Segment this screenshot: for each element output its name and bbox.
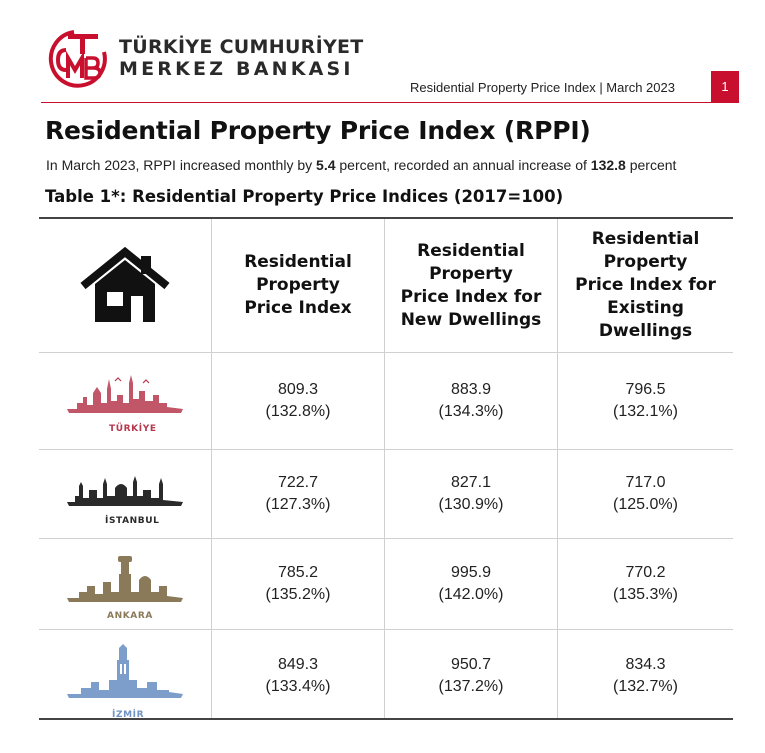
column-header-rppi: Residential Property Price Index xyxy=(244,252,352,318)
izmir-skyline-icon xyxy=(67,644,183,698)
annual-change-value: 132.8 xyxy=(590,157,626,173)
house-icon-cell xyxy=(39,219,211,352)
column-header-existing-dwellings: Residential Property Price Index for Existi… xyxy=(575,229,716,341)
city-logo-ankara: ANKARA xyxy=(39,539,211,629)
value-cell: 809.3 (132.8%) xyxy=(265,381,331,420)
city-label-turkiye: TÜRKİYE xyxy=(109,424,157,434)
column-header-new-dwellings: Residential Property Price Index for New Dw… xyxy=(400,240,542,330)
value-cell: 827.1 (130.9%) xyxy=(438,474,504,513)
row-divider xyxy=(39,352,733,353)
document-reference: Residential Property Price Index | March… xyxy=(410,80,675,95)
value-cell: 717.0 (125.0%) xyxy=(613,474,678,513)
city-logo-istanbul: İSTANBUL xyxy=(39,450,211,538)
city-label-ankara: ANKARA xyxy=(107,611,153,621)
monthly-change-value: 5.4 xyxy=(316,157,336,173)
price-index-table: Residential Property Price Index Residenti… xyxy=(39,217,733,720)
row-divider xyxy=(39,538,733,539)
city-logo-turkiye: TÜRKİYE xyxy=(39,353,211,449)
value-cell: 849.3 (133.4%) xyxy=(265,656,331,695)
tcmb-logo-icon xyxy=(48,30,107,88)
column-divider xyxy=(384,219,385,718)
header-divider xyxy=(41,102,739,103)
bank-name: TÜRKİYE CUMHURİYET MERKEZ BANKASI xyxy=(119,36,364,80)
page-header: TÜRKİYE CUMHURİYET MERKEZ BANKASI Reside… xyxy=(0,0,765,106)
summary-text: In March 2023, RPPI increased monthly by… xyxy=(46,157,677,173)
table-title: Table 1*: Residential Property Price Ind… xyxy=(45,187,564,206)
column-divider xyxy=(557,219,558,718)
column-divider xyxy=(211,219,212,718)
value-cell: 883.9 (134.3%) xyxy=(438,381,504,420)
turkiye-skyline-icon xyxy=(67,375,183,413)
istanbul-skyline-icon xyxy=(67,476,183,506)
bank-name-line1: TÜRKİYE CUMHURİYET xyxy=(119,36,364,58)
value-cell: 785.2 (135.2%) xyxy=(265,564,331,603)
value-cell: 770.2 (135.3%) xyxy=(613,564,678,603)
page-number-badge: 1 xyxy=(711,71,739,102)
value-cell: 796.5 (132.1%) xyxy=(613,381,678,420)
city-logo-izmir: İZMİR xyxy=(39,630,211,722)
page-title: Residential Property Price Index (RPPI) xyxy=(45,116,591,145)
city-label-izmir: İZMİR xyxy=(112,710,145,720)
city-label-istanbul: İSTANBUL xyxy=(105,516,160,526)
ankara-skyline-icon xyxy=(67,556,183,602)
value-cell: 950.7 (137.2%) xyxy=(438,656,504,695)
row-divider xyxy=(39,629,733,630)
row-divider xyxy=(39,449,733,450)
value-cell: 834.3 (132.7%) xyxy=(613,656,678,695)
value-cell: 722.7 (127.3%) xyxy=(265,474,331,513)
house-icon xyxy=(80,246,170,322)
value-cell: 995.9 (142.0%) xyxy=(438,564,504,603)
bank-name-line2: MERKEZ BANKASI xyxy=(119,58,354,80)
